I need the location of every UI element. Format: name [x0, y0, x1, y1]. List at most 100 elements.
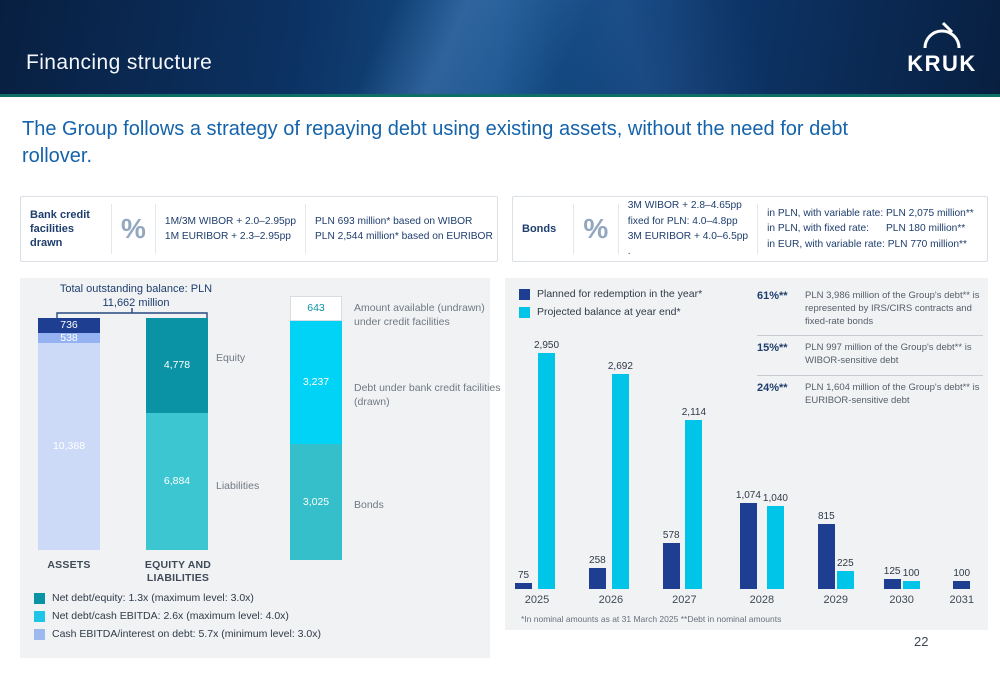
credit-facilities-stacked-bar: 643 3,237 3,025 [290, 296, 342, 561]
percent-col: % [111, 204, 155, 254]
year-label: 2028 [749, 594, 775, 606]
equity-side-label: Equity [216, 352, 246, 364]
bar-segment: 736 [38, 318, 100, 333]
chart-footnote: *In nominal amounts as at 31 March 2025 … [521, 614, 782, 624]
rates-col: 1M/3M WIBOR + 2.0–2.95pp 1M EURIBOR + 2.… [154, 204, 305, 254]
bracket-icon [56, 308, 208, 318]
ratio-legend: Net debt/equity: 1.3x (maximum level: 3.… [34, 592, 321, 646]
note-row: 24%** PLN 1,604 million of the Group's d… [757, 376, 983, 415]
redemption-panel: Planned for redemption in the year* Proj… [505, 278, 988, 630]
legend-swatch [34, 611, 45, 622]
liabilities-side-label: Liabilities [216, 480, 260, 492]
note-row: 15%** PLN 997 million of the Group's deb… [757, 336, 983, 377]
redemption-legend: Planned for redemption in the year* Proj… [519, 288, 702, 324]
bar [538, 353, 556, 589]
legend-swatch [519, 289, 530, 300]
rate-line: 1M/3M WIBOR + 2.0–2.95pp [164, 215, 296, 227]
header-banner: Financing structure KRUK [0, 0, 1000, 97]
equity-liabilities-stacked-bar: 4,778 6,884 [146, 318, 208, 550]
year-group: 258 2,692 2026 [588, 360, 633, 606]
note-percentage: 15%** [757, 342, 788, 355]
legend-row: Net debt/equity: 1.3x (maximum level: 3.… [34, 592, 321, 604]
legend-label: Net debt/equity: 1.3x (maximum level: 3.… [52, 592, 254, 604]
bar [515, 583, 532, 589]
amount-line: PLN 693 million* based on WIBOR [315, 215, 473, 227]
percent-col: % [572, 204, 618, 254]
bar-value-label: 1,040 [762, 492, 788, 504]
rate-line: 3M EURIBOR + 4.0–6.5pp [627, 231, 749, 242]
bar-value-label: 2,692 [607, 360, 633, 372]
bar-segment: 4,778 [146, 318, 208, 414]
undrawn-side-label: Amount available (undrawn) under credit … [354, 302, 485, 328]
bar [611, 373, 629, 589]
year-group: 1,074 1,040 2028 [736, 490, 788, 606]
bar-value-label: 815 [817, 510, 835, 522]
kruk-logo-text: KRUK [907, 51, 977, 76]
amounts-col: in PLN, with variable rate: PLN 2,075 mi… [757, 204, 987, 254]
info-box-label-col: Bonds [513, 204, 573, 254]
bar [883, 579, 901, 589]
rates-col: 3M WIBOR + 2.8–4.65pp fixed for PLN: 4.0… [617, 200, 757, 257]
bar-segment: 3,025 [290, 444, 342, 561]
percent-icon: % [121, 213, 146, 244]
year-label: 2030 [889, 594, 914, 606]
bar-value-label: 100 [902, 568, 920, 579]
info-box-label: Bonds [522, 222, 557, 235]
note-percentage: 61%** [757, 290, 788, 302]
percent-icon: % [583, 213, 609, 244]
bar [685, 419, 703, 589]
bar-value-label: 2,950 [534, 340, 560, 351]
legend-row: Projected balance at year end* [519, 306, 702, 318]
bar-segment: 10,388 [38, 343, 100, 550]
kruk-bird-icon [923, 21, 961, 49]
note-text: PLN 1,604 million of the Group's debt** … [805, 382, 980, 406]
note-text: PLN 997 million of the Group's debt** is… [805, 342, 972, 367]
legend-row: Planned for redemption in the year* [519, 288, 702, 300]
bar [817, 523, 835, 589]
bonds-side-label: Bonds [354, 499, 384, 511]
bar-value-label: 1,074 [735, 490, 761, 502]
legend-row: Net debt/cash EBITDA: 2.6x (maximum leve… [34, 610, 321, 622]
bar [739, 503, 757, 589]
bar-segment: 643 [290, 296, 342, 321]
year-group: 125 100 2030 [883, 566, 920, 606]
legend-swatch [34, 629, 45, 640]
assets-stacked-bar: 736 538 10,388 [38, 318, 100, 550]
sensitivity-notes: 61%** PLN 3,986 million of the Group's d… [757, 284, 983, 415]
bar-value-label: 125 [883, 566, 901, 577]
kruk-logo: KRUK [900, 12, 984, 86]
amounts-col: PLN 693 million* based on WIBOR PLN 2,54… [305, 204, 497, 254]
rate-line: . [627, 246, 631, 258]
bar [902, 581, 920, 589]
balance-sheet-panel: Total outstanding balance: PLN 11,662 mi… [20, 278, 501, 658]
total-balance-label: Total outstanding balance: PLN 11,662 mi… [26, 282, 246, 311]
year-label: 2027 [672, 594, 697, 606]
bar-value-label: 2,114 [681, 406, 707, 418]
assets-axis-label: ASSETS [47, 559, 91, 571]
legend-label: Net debt/cash EBITDA: 2.6x (maximum leve… [52, 610, 289, 622]
bar-value-label: 225 [836, 558, 854, 569]
redemption-chart: 75 2,950 2025 258 2,692 2026 578 2,114 2027 1,074… [515, 340, 974, 606]
rate-line: 3M WIBOR + 2.8–4.65pp [627, 200, 742, 212]
year-group: 578 2,114 2027 [662, 406, 707, 606]
amount-line: in PLN, with variable rate: PLN 2,075 mi… [767, 208, 974, 220]
info-box-label-col: Bank credit facilities drawn [21, 204, 111, 254]
legend-swatch [34, 593, 45, 604]
amount-line: in PLN, with fixed rate: PLN 180 million… [767, 223, 966, 235]
bar [662, 542, 680, 589]
note-text: PLN 3,986 million of the Group's debt** … [805, 290, 980, 327]
year-group: 815 225 2029 [817, 510, 854, 606]
legend-row: Cash EBITDA/interest on debt: 5.7x (mini… [34, 628, 321, 640]
bonds-info-box: Bonds % 3M WIBOR + 2.8–4.65pp fixed for … [512, 196, 988, 262]
rate-line: 1M EURIBOR + 2.3–2.95pp [164, 231, 291, 242]
year-label: 2029 [823, 594, 849, 606]
legend-swatch [519, 307, 530, 318]
headline: The Group follows a strategy of repaying… [22, 118, 849, 167]
drawn-side-label: Debt under bank credit facilities (drawn… [354, 382, 501, 408]
info-box-label: Bank credit facilities drawn [30, 208, 90, 250]
bar [588, 568, 606, 589]
legend-label: Planned for redemption in the year* [537, 288, 703, 300]
rate-line: fixed for PLN: 4.0–4.8pp [627, 215, 738, 227]
year-label: 2025 [524, 594, 550, 606]
